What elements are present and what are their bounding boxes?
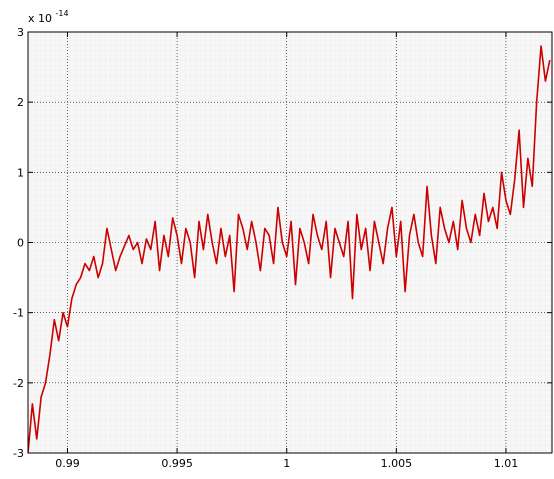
x-tick-label: 0.99 xyxy=(55,457,80,470)
y-exponent-label: x 10 -14 xyxy=(28,9,69,25)
y-tick-label: -3 xyxy=(13,447,24,460)
y-tick-label: 2 xyxy=(17,96,24,109)
y-tick-label: 0 xyxy=(17,237,24,250)
x-tick-label: 0.995 xyxy=(161,457,193,470)
series-line xyxy=(28,45,551,453)
x-axis-ticks: 0.99 0.995 1 1.005 1.01 xyxy=(55,32,518,470)
y-tick-label: 3 xyxy=(17,26,24,39)
x-tick-label: 1 xyxy=(283,457,290,470)
y-tick-label: 1 xyxy=(17,166,24,179)
y-axis-ticks: -3 -2 -1 0 1 2 3 xyxy=(13,26,552,460)
y-exponent-base: x 10 xyxy=(28,12,52,25)
x-tick-label: 1.005 xyxy=(381,457,413,470)
x-tick-label: 1.01 xyxy=(494,457,519,470)
data-layer xyxy=(28,45,551,453)
y-exponent-power: -14 xyxy=(56,9,69,18)
y-tick-label: -2 xyxy=(13,377,24,390)
y-tick-label: -1 xyxy=(13,307,24,320)
